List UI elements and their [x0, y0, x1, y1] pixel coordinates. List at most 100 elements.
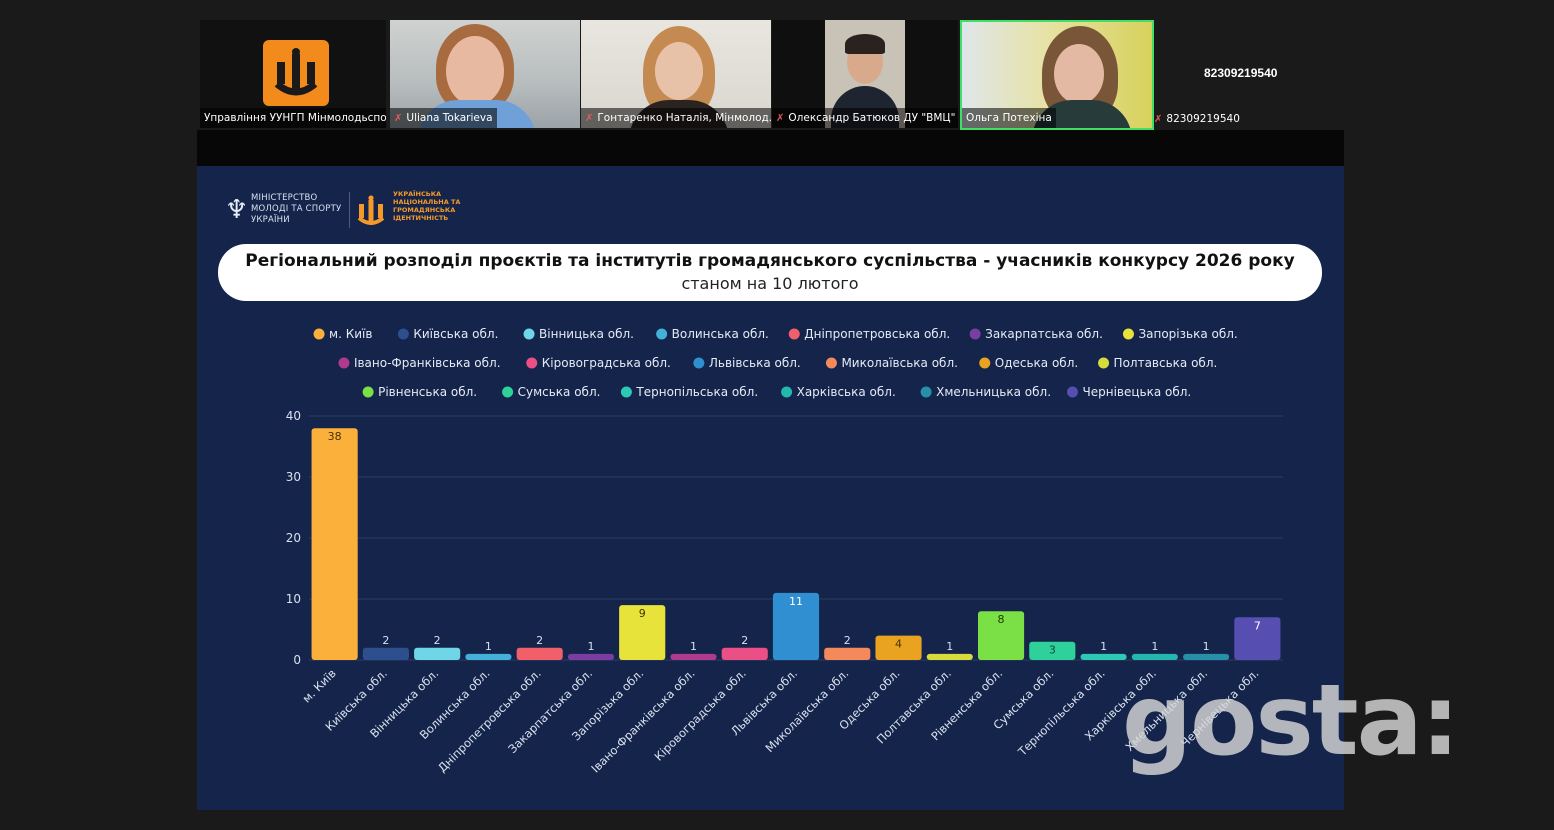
- participant-tile[interactable]: ✗ Uliana Tokarieva: [390, 20, 580, 128]
- legend-swatch: [523, 328, 535, 340]
- bar: [567, 653, 615, 660]
- x-tick-label: Тернопільська обл.: [1015, 666, 1108, 759]
- legend-label: Рівненська обл.: [378, 385, 477, 399]
- chart-legend: м. Київ Київська обл. Вінницька обл. Волинс…: [313, 327, 1238, 399]
- legend-label: Запорізька обл.: [1138, 327, 1237, 341]
- data-label: 38: [328, 430, 342, 443]
- legend-swatch: [788, 328, 800, 340]
- data-label: 1: [1203, 640, 1210, 653]
- participant-name: ✗ Uliana Tokarieva: [390, 108, 497, 128]
- bar: [1234, 617, 1281, 660]
- legend-swatch: [620, 386, 632, 398]
- mic-muted-icon: ✗: [585, 113, 594, 124]
- slide-title-box: Регіональний розподіл проєктів та інстит…: [218, 244, 1322, 301]
- participant-tile[interactable]: ✗ Гонтаренко Наталія, Мінмолод...: [581, 20, 771, 128]
- data-label: 7: [1254, 619, 1261, 632]
- bar: [721, 647, 768, 660]
- bar: [1029, 641, 1076, 660]
- legend-swatch: [313, 328, 325, 340]
- data-label: 2: [536, 634, 543, 647]
- data-label: 1: [1100, 640, 1107, 653]
- participant-name: ✗ Олександр Батюков ДУ "ВМЦ": [772, 108, 958, 128]
- bar: [465, 653, 512, 660]
- bar: [414, 647, 461, 660]
- participant-tile-active-speaker[interactable]: Ольга Потехіна: [960, 20, 1154, 130]
- meeting-id: 82309219540: [1204, 66, 1278, 80]
- participant-name: ✗ Гонтаренко Наталія, Мінмолод...: [581, 108, 771, 128]
- data-label: 8: [998, 613, 1005, 626]
- legend-swatch: [1098, 357, 1110, 369]
- org-logo-icon: [263, 40, 329, 106]
- legend-swatch: [693, 357, 705, 369]
- mic-muted-icon: ✗: [1154, 114, 1163, 125]
- legend-swatch: [526, 357, 538, 369]
- data-label: 9: [639, 607, 646, 620]
- legend-swatch: [656, 328, 668, 340]
- data-label: 2: [382, 634, 389, 647]
- data-label: 3: [1049, 644, 1056, 657]
- legend-swatch: [502, 386, 514, 398]
- org-logo-icon: [357, 195, 385, 225]
- bar: [362, 647, 409, 660]
- data-label: 1: [485, 640, 492, 653]
- legend-swatch: [1067, 386, 1078, 398]
- data-label: 1: [690, 640, 697, 653]
- legend-label: Хмельницька обл.: [936, 385, 1051, 399]
- bar: [670, 653, 717, 660]
- participant-name: Управління УУНГП Мінмолодьспорт: [200, 108, 386, 128]
- y-axis: 0 10 20 30 40: [286, 409, 301, 667]
- legend-label: Сумська обл.: [518, 385, 601, 399]
- mic-muted-icon: ✗: [776, 113, 785, 124]
- legend-label: Івано-Франківська обл.: [354, 356, 501, 370]
- participant-tile[interactable]: ✗ Олександр Батюков ДУ "ВМЦ": [772, 20, 958, 128]
- legend-swatch: [969, 328, 981, 340]
- participant-strip: Управління УУНГП Мінмолодьспорт ✗ Uliana …: [0, 0, 1554, 130]
- legend-label: Львівська обл.: [709, 356, 801, 370]
- bar: [1183, 653, 1230, 660]
- x-tick-label: Кіровоградська обл.: [651, 666, 748, 763]
- y-tick-label: 10: [286, 592, 301, 606]
- data-label: 2: [434, 634, 441, 647]
- bar: [875, 635, 922, 660]
- data-label: 4: [895, 638, 902, 651]
- bar: [977, 611, 1025, 660]
- legend-label: м. Київ: [329, 327, 372, 341]
- legend-swatch: [1122, 328, 1134, 340]
- shared-slide: ♆ МІНІСТЕРСТВО МОЛОДІ ТА СПОРТУ УКРАЇНИ …: [197, 166, 1344, 810]
- x-tick-label: Закарпатська обл.: [505, 666, 595, 756]
- bar: [926, 653, 973, 660]
- legend-swatch: [397, 328, 409, 340]
- mic-muted-icon: ✗: [394, 113, 403, 124]
- x-tick-label: м. Київ: [299, 666, 338, 705]
- bar-chart: м. Київ Київська обл. Вінницька обл. Волинс…: [286, 327, 1283, 775]
- bar: [311, 428, 358, 660]
- bar: [1131, 653, 1178, 660]
- data-label: 2: [741, 634, 748, 647]
- trident-icon: ♆: [225, 195, 249, 225]
- bar: [1080, 653, 1127, 660]
- legend-label: Полтавська обл.: [1114, 356, 1218, 370]
- bar: [824, 647, 871, 660]
- legend-swatch: [362, 386, 374, 398]
- legend-label: Вінницька обл.: [539, 327, 634, 341]
- participant-tile[interactable]: Управління УУНГП Мінмолодьспорт: [200, 20, 386, 128]
- data-label: 1: [587, 640, 594, 653]
- participant-name: ✗ 82309219540: [1154, 113, 1240, 125]
- legend-label: Чернівецька обл.: [1083, 385, 1192, 399]
- legend-swatch: [920, 386, 932, 398]
- slide-title: Регіональний розподіл проєктів та інстит…: [245, 251, 1295, 271]
- bar: [772, 592, 820, 660]
- data-label: 1: [946, 640, 953, 653]
- y-tick-label: 0: [293, 653, 301, 667]
- legend-swatch: [781, 386, 793, 398]
- data-label: 2: [844, 634, 851, 647]
- ministry-label: МІНІСТЕРСТВО МОЛОДІ ТА СПОРТУ УКРАЇНИ: [251, 193, 342, 225]
- legend-label: Одеська обл.: [995, 356, 1078, 370]
- legend-label: Закарпатська обл.: [985, 327, 1103, 341]
- divider: [349, 192, 350, 228]
- bar: [516, 647, 563, 660]
- legend-label: Харківська обл.: [797, 385, 896, 399]
- legend-label: Тернопільська обл.: [635, 385, 758, 399]
